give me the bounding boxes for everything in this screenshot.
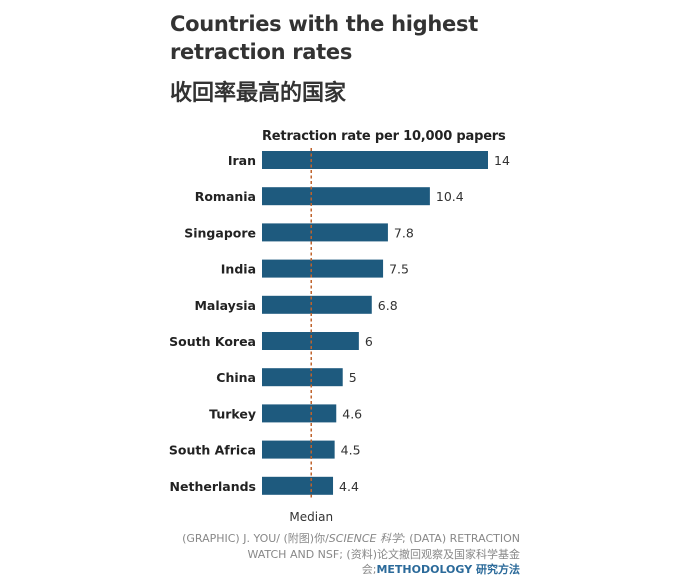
chart-title: Countries with the highest retraction ra…: [170, 12, 478, 64]
source-line-1-prefix: (GRAPHIC) J. YOU/ (附图)你/: [182, 532, 329, 545]
median-label: Median: [289, 510, 333, 524]
source-line-2: WATCH AND NSF; (资料)论文撤回观察及国家科学基金: [247, 547, 520, 561]
chart-subtitle: Retraction rate per 10,000 papers: [262, 129, 506, 144]
value-label: 4.4: [339, 479, 359, 494]
source-line-3-prefix: 会;: [361, 563, 377, 576]
bar: [262, 295, 372, 314]
methodology-link[interactable]: METHODOLOGY 研究方法: [376, 563, 520, 576]
bar: [262, 476, 334, 495]
category-label: India: [221, 262, 256, 277]
value-label: 14: [494, 153, 510, 168]
bar: [262, 259, 384, 278]
value-label: 10.4: [436, 189, 464, 204]
value-label: 7.8: [394, 225, 414, 240]
value-label: 7.5: [389, 262, 409, 277]
category-label: Netherlands: [170, 479, 256, 494]
bar: [262, 332, 359, 350]
source-line-1: (GRAPHIC) J. YOU/ (附图)你/SCIENCE 科学; (DAT…: [170, 531, 520, 547]
category-label: China: [216, 370, 256, 385]
value-label: 5: [349, 370, 357, 385]
bar: [262, 368, 343, 387]
category-label: Iran: [228, 153, 256, 168]
source-line-1-suffix: ; (DATA) RETRACTION: [402, 532, 520, 545]
category-label: South Korea: [169, 334, 256, 349]
chart-title-chinese: 收回率最高的国家: [170, 81, 347, 106]
value-label: 4.6: [342, 406, 362, 421]
bar: [262, 404, 337, 423]
source-credit: (GRAPHIC) J. YOU/ (附图)你/SCIENCE 科学; (DAT…: [170, 531, 520, 578]
source-line-3: 会;METHODOLOGY 研究方法: [170, 562, 520, 578]
value-label: 4.5: [341, 443, 361, 458]
category-label: Malaysia: [194, 298, 256, 313]
value-label: 6: [365, 334, 373, 349]
bar: [262, 440, 335, 459]
category-label: Romania: [195, 189, 256, 204]
bar: [262, 187, 430, 206]
source-publication: SCIENCE 科学: [328, 532, 402, 545]
bar: [262, 151, 488, 169]
category-label: South Africa: [169, 443, 256, 458]
value-label: 6.8: [378, 298, 398, 313]
category-label: Turkey: [209, 406, 256, 421]
bar: [262, 223, 388, 242]
category-label: Singapore: [184, 225, 256, 240]
